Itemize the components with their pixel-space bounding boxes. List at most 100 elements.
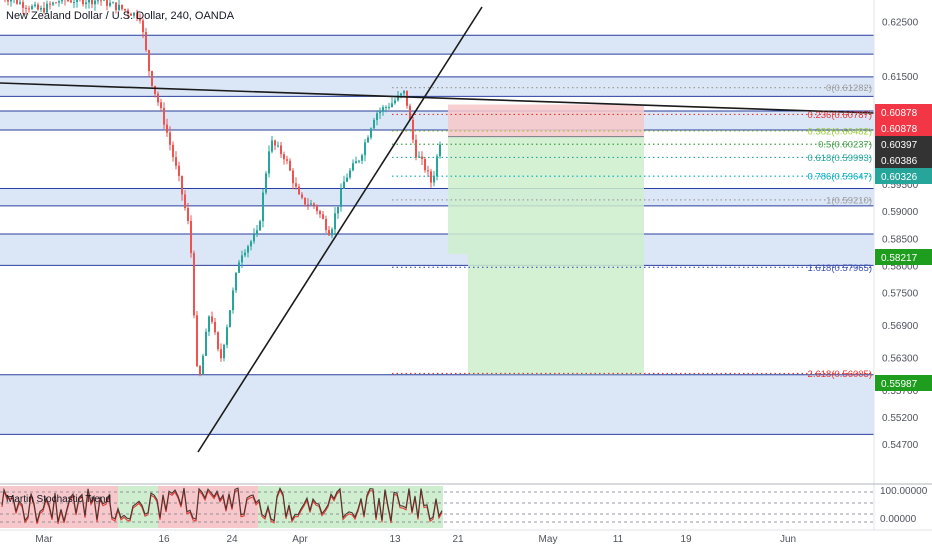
candle-body <box>322 214 324 219</box>
symbol-title: New Zealand Dollar / U.S. Dollar, 240, O… <box>6 10 235 22</box>
candle-body <box>298 186 300 195</box>
price-axis[interactable]: 0.625000.615000.605000.595000.590000.585… <box>873 0 932 530</box>
price-badge <box>875 120 932 136</box>
candle-body <box>157 93 159 103</box>
candle-body <box>325 218 327 231</box>
candle-body <box>289 160 291 171</box>
candle-body <box>178 165 180 176</box>
x-tick-label: Mar <box>35 534 53 545</box>
fib-label: 0(0.61282) <box>826 83 872 94</box>
y-tick-label: 0.61500 <box>882 72 919 83</box>
candle-body <box>55 2 57 4</box>
candle-body <box>328 230 330 236</box>
y-tick-label: 0.59500 <box>882 180 919 191</box>
candle-body <box>292 170 294 184</box>
candle-body <box>337 206 339 214</box>
zones-layer <box>0 34 874 435</box>
candle-body <box>109 2 111 6</box>
support-trendline <box>197 6 483 453</box>
candle-body <box>40 7 42 10</box>
candle-body <box>187 208 189 221</box>
x-tick-label: May <box>539 534 558 545</box>
candle-body <box>343 181 345 189</box>
zone-1 <box>0 76 874 97</box>
candle-body <box>304 197 306 205</box>
candle-body <box>34 4 36 7</box>
candle-body <box>295 183 297 187</box>
candle-body <box>229 310 231 328</box>
x-tick-label: 24 <box>226 534 238 545</box>
candle-body <box>172 144 174 158</box>
y-tick-label: 0.55200 <box>882 413 919 424</box>
candle-body <box>244 252 246 256</box>
zone-5 <box>0 374 874 435</box>
candle-body <box>247 246 249 253</box>
time-axis[interactable]: Mar 16 24 Apr 13 21 May 11 19 Jun <box>0 529 932 545</box>
x-tick-label: Jun <box>780 534 796 545</box>
candle-body <box>334 213 336 230</box>
candle-body <box>346 177 348 182</box>
position-tool[interactable] <box>448 104 644 375</box>
fib-label: 0.382(0.60482) <box>808 126 872 137</box>
trend-lines[interactable] <box>0 6 875 453</box>
candle-body <box>430 171 432 183</box>
candle-body <box>181 175 183 195</box>
candle-body <box>82 0 84 5</box>
candle-body <box>226 327 228 345</box>
osc-main-line <box>1 486 443 523</box>
candle-body <box>253 234 255 242</box>
candle-body <box>124 8 126 11</box>
y-tick-label: 0.57500 <box>882 288 919 299</box>
candle-body <box>166 124 168 133</box>
candle-body <box>25 7 27 9</box>
candle-body <box>403 90 405 94</box>
oscillator-pane[interactable]: 100.00000 0.00000 <box>0 483 932 528</box>
candle-body <box>268 151 270 174</box>
candle-body <box>352 163 354 171</box>
candle-body <box>271 140 273 152</box>
candle-body <box>382 107 384 111</box>
candle-body <box>409 105 411 120</box>
candle-body <box>7 0 9 2</box>
candle-body <box>415 139 417 158</box>
candle-body <box>376 113 378 120</box>
candle-body <box>19 2 21 4</box>
candle-body <box>133 12 135 16</box>
fibonacci-levels[interactable]: 0(0.61282) 0.236(0.60787) 0.382(0.60482) 0.… <box>392 83 874 380</box>
candle-body <box>145 32 147 51</box>
y-tick-label: 0.58500 <box>882 234 919 245</box>
candle-body <box>37 4 39 10</box>
candle-body <box>184 194 186 209</box>
candle-body <box>256 230 258 235</box>
candle-body <box>361 155 363 161</box>
candle-body <box>88 0 90 3</box>
candle-body <box>10 0 12 2</box>
x-tick-label: Apr <box>292 534 308 545</box>
candle-body <box>130 13 132 16</box>
x-tick-label: 21 <box>452 534 464 545</box>
candle-body <box>115 2 117 11</box>
zone-4 <box>0 233 874 266</box>
fib-label: 1(0.59210) <box>826 195 872 206</box>
candle-body <box>319 211 321 215</box>
candle-body <box>100 0 102 2</box>
candle-body <box>85 2 87 5</box>
candle-body <box>259 221 261 231</box>
zone-3 <box>0 188 874 206</box>
candle-body <box>199 366 201 375</box>
fib-label: 2.618(0.56005) <box>808 369 872 380</box>
osc-axis-top: 100.00000 <box>880 486 928 497</box>
candle-body <box>163 108 165 125</box>
candle-body <box>364 142 366 156</box>
candle-body <box>193 253 195 316</box>
fib-label: 0.786(0.59647) <box>808 172 872 183</box>
candle-body <box>370 128 372 138</box>
candle-body <box>49 3 51 5</box>
candle-body <box>127 10 129 14</box>
resistance-trendline <box>0 82 875 114</box>
candle-body <box>103 0 105 1</box>
candle-body <box>67 0 69 2</box>
candle-body <box>31 6 33 10</box>
y-tick-label: 0.59000 <box>882 207 919 218</box>
